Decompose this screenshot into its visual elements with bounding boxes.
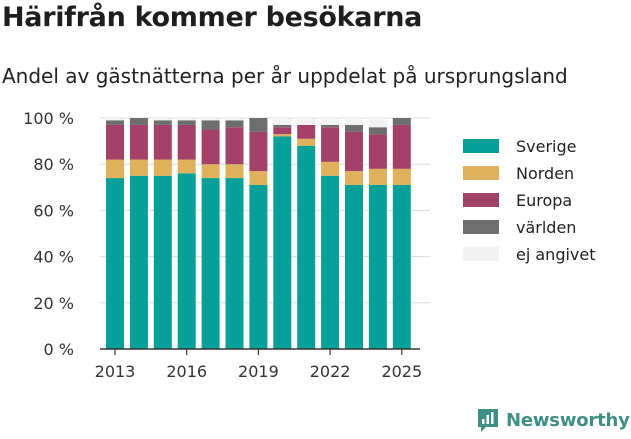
bar-segment — [201, 178, 220, 349]
bar-segment — [392, 168, 411, 185]
bar-segment — [201, 118, 220, 121]
bar-segment — [177, 118, 196, 121]
bar-segment — [273, 134, 292, 137]
legend-swatch — [463, 220, 499, 234]
bar-segment — [129, 175, 148, 349]
newsworthy-icon — [478, 409, 498, 432]
bar-segment — [368, 184, 387, 349]
legend: Sverige Norden Europa världen ej angivet — [463, 137, 596, 264]
bar-segment — [345, 184, 363, 349]
x-tick-label: 2016 — [166, 362, 207, 381]
bar-segment — [177, 173, 196, 349]
legend-label: ej angivet — [516, 245, 596, 264]
bar-segment — [201, 120, 220, 130]
bar-segment — [273, 136, 292, 349]
bar-segment — [297, 118, 316, 125]
bar-segment — [153, 124, 172, 160]
y-tick-label: 60 % — [33, 201, 74, 220]
bar-segment — [106, 120, 124, 125]
bar-segment — [368, 127, 387, 135]
bar-segment — [249, 131, 268, 172]
bar-segment — [368, 168, 387, 185]
bar-segment — [201, 164, 220, 179]
bar-segment — [368, 118, 387, 128]
bar-segment — [297, 124, 316, 139]
legend-swatch — [463, 166, 499, 180]
bar-segment — [273, 124, 292, 128]
bar-segment — [273, 118, 292, 125]
bar-segment — [321, 127, 340, 162]
stacked-bar-chart: 0 % 20 % 40 % 60 % 80 % 100 % 2013 2016 2019 2022… — [23, 109, 596, 381]
bar-segment — [249, 118, 268, 132]
y-tick-label: 80 % — [33, 155, 74, 174]
bar-segment — [345, 124, 363, 132]
bar-segment — [153, 120, 172, 125]
bar-segment — [321, 124, 340, 128]
bar-segment — [345, 131, 363, 172]
bar-segment — [345, 118, 363, 125]
bar-segment — [153, 118, 172, 121]
bar-segment — [106, 178, 124, 349]
bar-segment — [177, 120, 196, 125]
bar-segment — [106, 118, 124, 121]
legend-label: Norden — [516, 164, 574, 183]
legend-label: världen — [516, 218, 576, 237]
bar-segment — [345, 171, 363, 185]
legend-label: Sverige — [516, 137, 577, 156]
chart-subtitle: Andel av gästnätterna per år uppdelat på… — [2, 64, 568, 88]
bars — [106, 118, 411, 349]
y-tick-label: 100 % — [23, 109, 74, 128]
x-tick-label: 2013 — [95, 362, 136, 381]
y-tick-label: 40 % — [33, 248, 74, 267]
bar-segment — [225, 127, 244, 165]
bar-segment — [249, 171, 268, 185]
bar-segment — [321, 175, 340, 349]
bar-segment — [249, 184, 268, 349]
bar-segment — [153, 175, 172, 349]
legend-label: Europa — [516, 191, 572, 210]
bar-segment — [297, 138, 316, 146]
bar-segment — [225, 178, 244, 349]
bar-segment — [225, 120, 244, 128]
bar-segment — [177, 159, 196, 174]
brand-name: Newsworthy — [506, 409, 630, 431]
bar-segment — [106, 159, 124, 179]
bar-segment — [177, 124, 196, 160]
bar-segment — [368, 134, 387, 169]
bar-segment — [273, 127, 292, 135]
y-tick-label: 20 % — [33, 294, 74, 313]
x-tick-label: 2025 — [381, 362, 422, 381]
bar-segment — [321, 161, 340, 176]
x-tick-label: 2019 — [238, 362, 279, 381]
y-tick-label: 0 % — [44, 340, 74, 359]
bar-segment — [106, 124, 124, 160]
bar-segment — [129, 159, 148, 176]
bar-segment — [392, 124, 411, 169]
chart-title: Härifrån kommer besökarna — [2, 2, 423, 33]
bar-segment — [153, 159, 172, 176]
bar-segment — [392, 118, 411, 125]
bar-segment — [297, 145, 316, 349]
x-tick-label: 2022 — [310, 362, 351, 381]
legend-swatch — [463, 193, 499, 207]
bar-segment — [321, 118, 340, 125]
legend-swatch — [463, 247, 499, 261]
legend-swatch — [463, 139, 499, 153]
bar-segment — [129, 118, 148, 125]
newsworthy-logo[interactable]: Newsworthy — [476, 407, 630, 433]
axes: 0 % 20 % 40 % 60 % 80 % 100 % 2013 2016 2019 2022… — [23, 109, 422, 381]
bar-segment — [201, 129, 220, 165]
bar-segment — [392, 184, 411, 349]
bar-segment — [225, 118, 244, 121]
bar-segment — [129, 124, 148, 160]
bar-segment — [225, 164, 244, 179]
